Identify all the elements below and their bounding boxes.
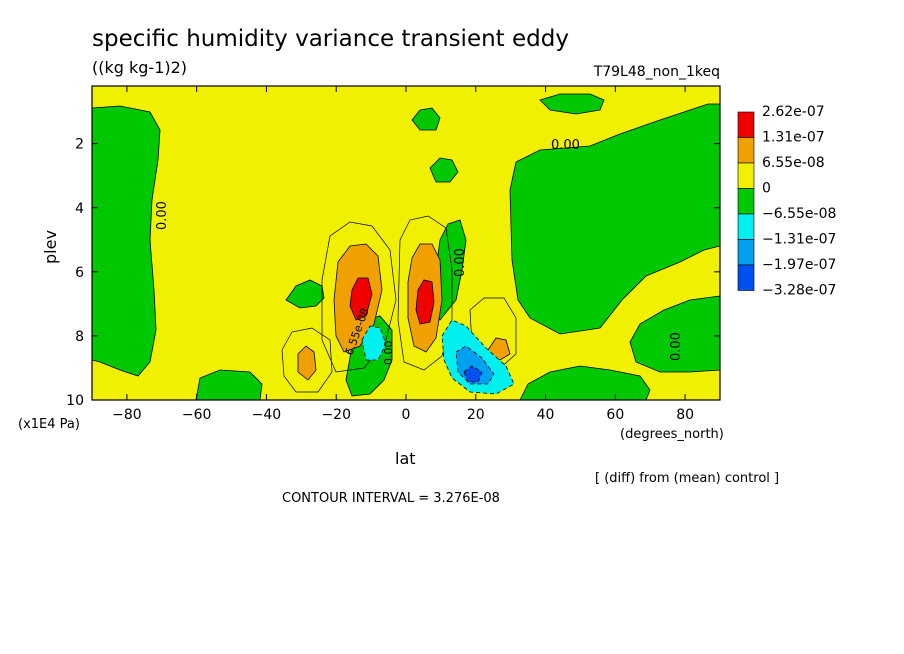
negative-region-bottom-right xyxy=(519,365,651,401)
legend-label: −3.28e-07 xyxy=(762,283,836,299)
contour-line xyxy=(281,327,333,393)
legend-label: 1.31e-07 xyxy=(762,130,825,146)
legend-swatch xyxy=(737,239,755,266)
legend-swatch xyxy=(737,162,755,189)
color-legend: 2.62e-07 1.31e-07 6.55e-08 0 −6.55e-08 −1.31e… xyxy=(737,104,836,299)
negative-region-north xyxy=(509,103,721,335)
diff-note: [ (diff) from (mean) control ] xyxy=(595,471,779,486)
positive-red-sh xyxy=(349,277,373,321)
negative-cyan-sh xyxy=(361,325,387,361)
x-axis-label: lat xyxy=(395,449,416,468)
legend-swatch xyxy=(737,111,755,138)
y-tick-label: 8 xyxy=(75,329,84,345)
legend-label: −1.31e-07 xyxy=(762,232,836,248)
positive-orange-minor-a xyxy=(297,345,317,381)
x-tick-label: −60 xyxy=(182,407,212,423)
negative-region-blob-a xyxy=(285,279,325,309)
contour-label: 0.00 xyxy=(551,138,580,153)
legend-swatch xyxy=(737,264,755,291)
y-tick-label: 4 xyxy=(75,201,84,217)
negative-region-blob-b xyxy=(429,157,459,183)
legend-label: 0 xyxy=(762,181,771,197)
chart-units: ((kg kg-1)2) xyxy=(92,58,187,77)
contour-interval: CONTOUR INTERVAL = 3.276E-08 xyxy=(282,491,500,506)
y-axis-label: plev xyxy=(41,230,60,264)
x-tick-label: −20 xyxy=(321,407,351,423)
negative-region-south xyxy=(91,105,161,377)
contour-label: 0.00 xyxy=(382,341,395,366)
contour-label: 0.00 xyxy=(155,201,170,230)
legend-swatch xyxy=(737,188,755,215)
y-axis: 2 4 6 8 10 xyxy=(66,137,720,409)
negative-region-blob-d xyxy=(539,93,605,115)
y-axis-units: (x1E4 Pa) xyxy=(18,417,80,432)
x-tick-label: −80 xyxy=(112,407,142,423)
chart-title: specific humidity variance transient edd… xyxy=(92,26,569,52)
legend-label: 2.62e-07 xyxy=(762,104,825,120)
x-tick-label: 60 xyxy=(606,407,624,423)
legend-label: −6.55e-08 xyxy=(762,206,836,222)
y-tick-label: 2 xyxy=(75,137,84,153)
y-tick-label: 10 xyxy=(66,393,84,409)
legend-swatch xyxy=(737,213,755,240)
positive-red-eq xyxy=(415,279,435,325)
negative-region-north-lower xyxy=(629,295,721,373)
x-axis: −80 −60 −40 −20 0 20 40 60 80 xyxy=(112,86,694,423)
legend-swatch xyxy=(737,137,755,164)
negative-darkblue-ne xyxy=(463,365,483,383)
x-tick-label: 20 xyxy=(467,407,485,423)
legend-label: 6.55e-08 xyxy=(762,155,825,171)
contour-label: 0.00 xyxy=(453,248,468,277)
x-tick-label: −40 xyxy=(252,407,282,423)
legend-label: −1.97e-07 xyxy=(762,257,836,273)
x-tick-label: 80 xyxy=(676,407,694,423)
x-axis-units: (degrees_north) xyxy=(620,427,724,442)
negative-region-blob-c xyxy=(411,107,441,131)
x-tick-label: 0 xyxy=(402,407,411,423)
x-tick-label: 40 xyxy=(537,407,555,423)
y-tick-label: 6 xyxy=(75,265,84,281)
contour-label: 0.00 xyxy=(669,332,684,361)
run-label: T79L48_non_1keq xyxy=(593,64,720,80)
plot-area xyxy=(91,86,721,401)
